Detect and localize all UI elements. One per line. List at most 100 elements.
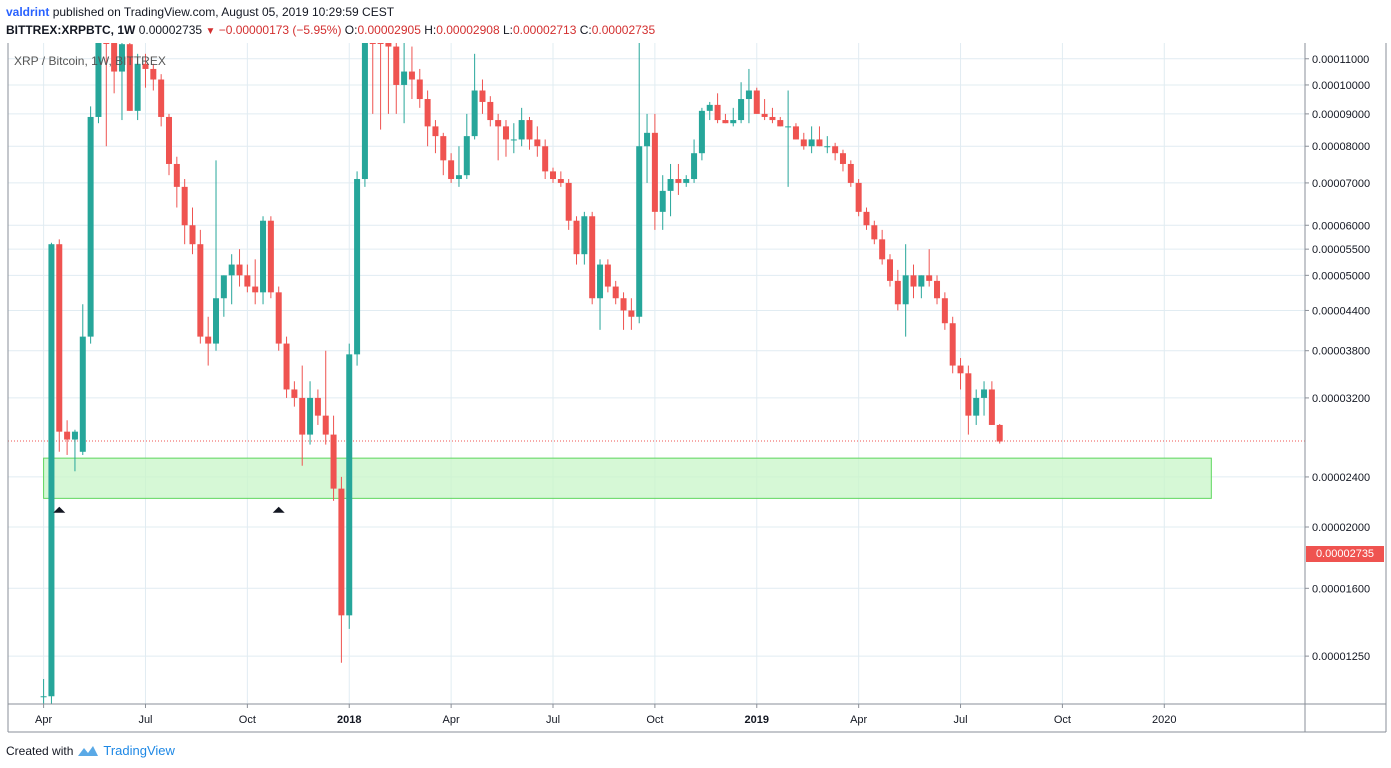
tradingview-link[interactable]: TradingView <box>103 743 175 758</box>
candle-body <box>832 146 839 154</box>
candle-up <box>220 275 227 317</box>
candle-down <box>111 43 118 94</box>
candle-down <box>722 113 729 124</box>
candle-body <box>487 101 494 121</box>
candle-body <box>824 146 831 148</box>
candle-down <box>792 123 799 140</box>
candle-up <box>118 43 125 121</box>
candle-body <box>636 146 643 317</box>
close-label: C: <box>579 23 592 37</box>
y-tick-label: 0.00004400 <box>1312 305 1370 317</box>
candle-down <box>322 350 329 445</box>
candle-down <box>612 280 619 305</box>
candle-body <box>424 99 431 127</box>
candle-body <box>518 120 525 140</box>
candle-body <box>142 63 149 69</box>
candle-up <box>48 242 55 704</box>
candle-body <box>95 43 102 117</box>
candle-up <box>213 160 220 351</box>
price-change: −0.00000173 (−5.95%) <box>218 23 342 37</box>
candle-down <box>338 476 345 663</box>
candle-body <box>260 220 267 293</box>
candle-body <box>534 139 541 147</box>
y-tick-label: 0.00005500 <box>1312 244 1370 256</box>
candle-up <box>659 175 666 230</box>
price-chart[interactable]: 0.00011000 0.00010000 0.00009000 0.00008000… <box>0 0 1391 740</box>
candle-up <box>730 107 737 127</box>
candle-body <box>111 43 118 72</box>
candle-down <box>957 358 964 390</box>
candle-down <box>886 254 893 287</box>
candle-down <box>197 229 204 344</box>
candle-body <box>385 43 392 47</box>
candle-down <box>761 99 768 121</box>
candle-down <box>150 63 157 91</box>
candle-body <box>816 139 823 147</box>
candle-up <box>698 107 705 161</box>
candle-down <box>934 275 941 305</box>
candle-body <box>502 126 509 140</box>
candle-body <box>667 179 674 191</box>
candle-down <box>628 298 635 330</box>
candle-body <box>981 389 988 398</box>
last-price: 0.00002735 <box>138 23 203 37</box>
candle-body <box>314 397 321 416</box>
candle-up <box>597 259 604 330</box>
candle-body <box>275 292 282 344</box>
y-tick-label: 0.00003200 <box>1312 393 1370 405</box>
symbol-label: BITTREX:XRPBTC, 1W <box>6 23 136 37</box>
chart-title: XRP / Bitcoin, 1W, BITTREX <box>14 54 166 68</box>
chart-frame <box>7 43 1387 733</box>
candle-body <box>401 71 408 85</box>
support-zone <box>43 457 1212 499</box>
candle-down <box>502 120 509 157</box>
candle-body <box>965 373 972 416</box>
candle-body <box>847 163 854 183</box>
x-tick-label: Oct <box>646 714 663 726</box>
candles <box>40 43 1003 704</box>
time-axis[interactable]: Apr Jul Oct 2018 Apr Jul Oct 2019 Apr Jul Oct 2020 <box>35 704 1177 726</box>
y-tick-label: 0.00009000 <box>1312 109 1370 121</box>
candle-down <box>181 179 188 245</box>
candle-up <box>636 43 643 324</box>
candle-down <box>283 336 290 398</box>
price-axis[interactable]: 0.00011000 0.00010000 0.00009000 0.00008000… <box>1305 54 1370 663</box>
candle-up <box>644 113 651 183</box>
candle-body <box>361 43 368 180</box>
candle-down <box>244 264 251 293</box>
candle-down <box>432 120 439 154</box>
open-label: O: <box>344 23 358 37</box>
candle-body <box>283 343 290 390</box>
candle-body <box>565 182 572 221</box>
candle-up <box>471 53 478 140</box>
candle-body <box>87 116 94 337</box>
candle-down <box>941 292 948 330</box>
candle-down <box>479 79 486 114</box>
candle-body <box>181 186 188 226</box>
candle-down <box>557 171 564 187</box>
candle-body <box>839 153 846 164</box>
candle-down <box>620 292 627 330</box>
x-tick-label: Oct <box>1054 714 1071 726</box>
candle-body <box>612 286 619 299</box>
candle-down <box>330 415 337 501</box>
candle-body <box>918 275 925 287</box>
candle-body <box>761 113 768 117</box>
author-link[interactable]: valdrint <box>6 5 50 19</box>
publish-info: valdrint published on TradingView.com, A… <box>6 5 394 19</box>
candle-up <box>518 107 525 147</box>
candle-body <box>863 211 870 226</box>
candle-down <box>816 126 823 147</box>
candle-body <box>902 275 909 305</box>
candle-body <box>150 68 157 80</box>
candle-down <box>550 167 557 183</box>
y-tick-label: 0.00007000 <box>1312 178 1370 190</box>
candle-body <box>448 160 455 180</box>
candle-up <box>683 175 690 187</box>
candle-body <box>244 275 251 287</box>
candle-body <box>769 116 776 121</box>
candle-body <box>158 79 165 117</box>
x-tick-label: 2019 <box>745 714 769 726</box>
candle-down <box>871 220 878 245</box>
candle-body <box>126 44 133 111</box>
